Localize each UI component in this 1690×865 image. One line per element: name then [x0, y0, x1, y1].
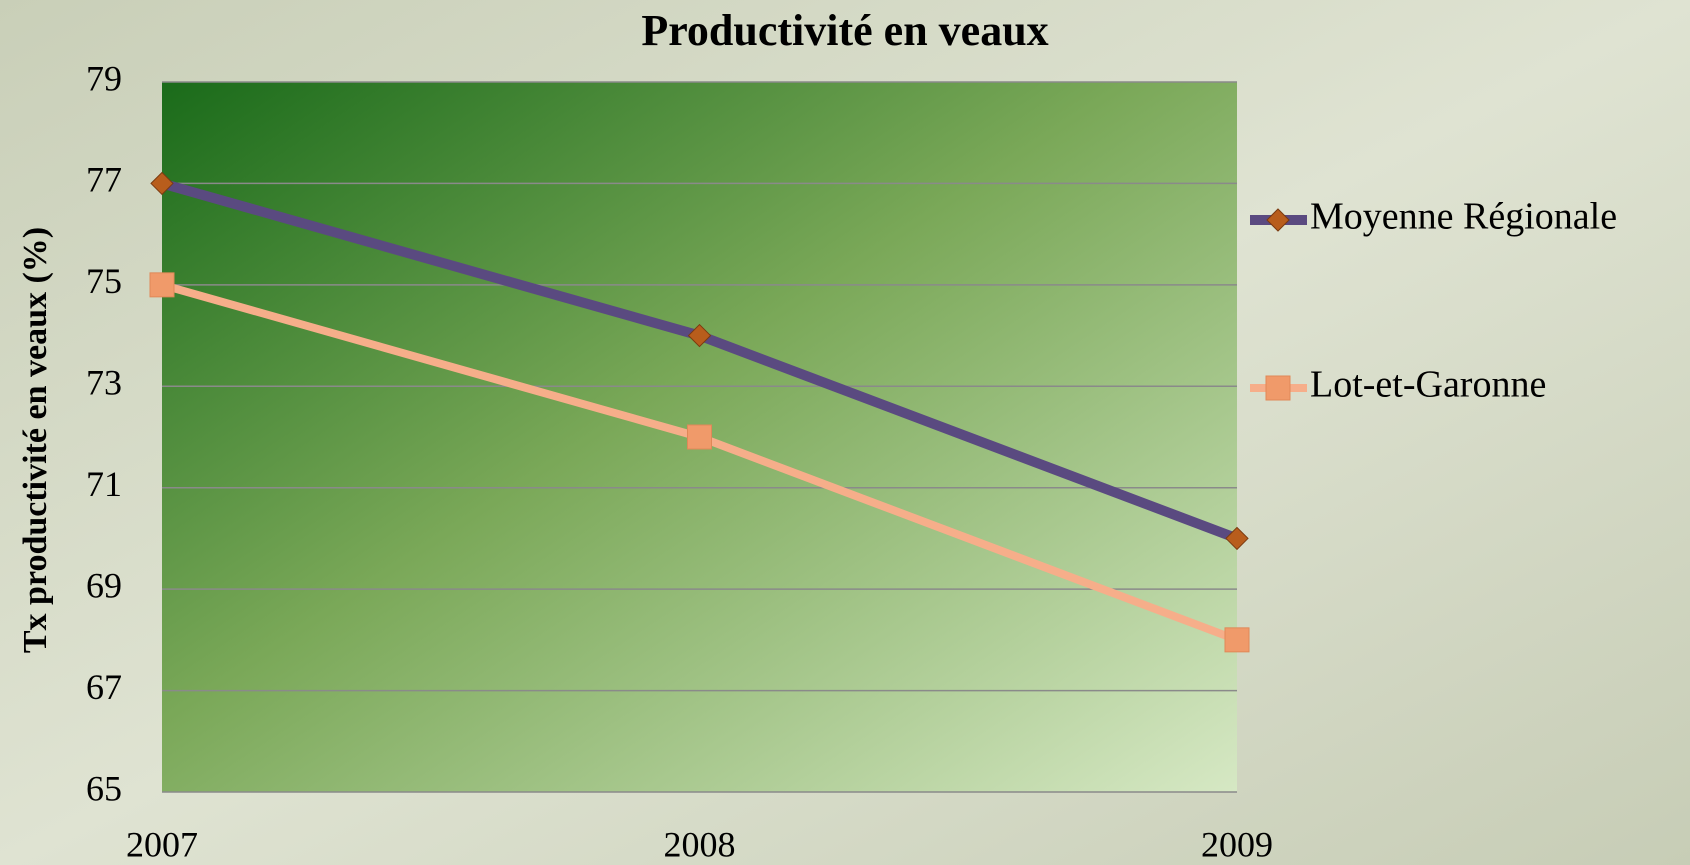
marker	[150, 171, 174, 196]
y-tick-label: 71	[86, 464, 122, 504]
y-tick-label: 67	[86, 667, 122, 707]
x-tick-label: 2008	[664, 824, 736, 864]
legend-marker	[1266, 208, 1290, 232]
y-tick-label: 79	[86, 58, 122, 98]
y-tick-label: 73	[86, 363, 122, 403]
legend-label: Lot-et-Garonne	[1310, 364, 1546, 406]
x-tick-label: 2007	[126, 824, 198, 864]
chart-title: Productivité en veaux	[641, 6, 1048, 55]
marker	[149, 272, 175, 298]
y-tick-label: 77	[86, 160, 122, 200]
y-tick-label: 69	[86, 565, 122, 605]
y-axis-label: Tx productivité en veaux (%)	[17, 227, 54, 653]
legend-marker	[1265, 375, 1291, 401]
marker	[687, 424, 712, 450]
y-tick-label: 75	[86, 261, 122, 301]
marker	[1225, 526, 1249, 551]
marker	[687, 323, 712, 348]
marker	[1224, 627, 1250, 653]
legend-label: Moyenne Régionale	[1310, 196, 1617, 238]
x-tick-label: 2009	[1201, 824, 1273, 864]
y-tick-label: 65	[86, 768, 122, 808]
